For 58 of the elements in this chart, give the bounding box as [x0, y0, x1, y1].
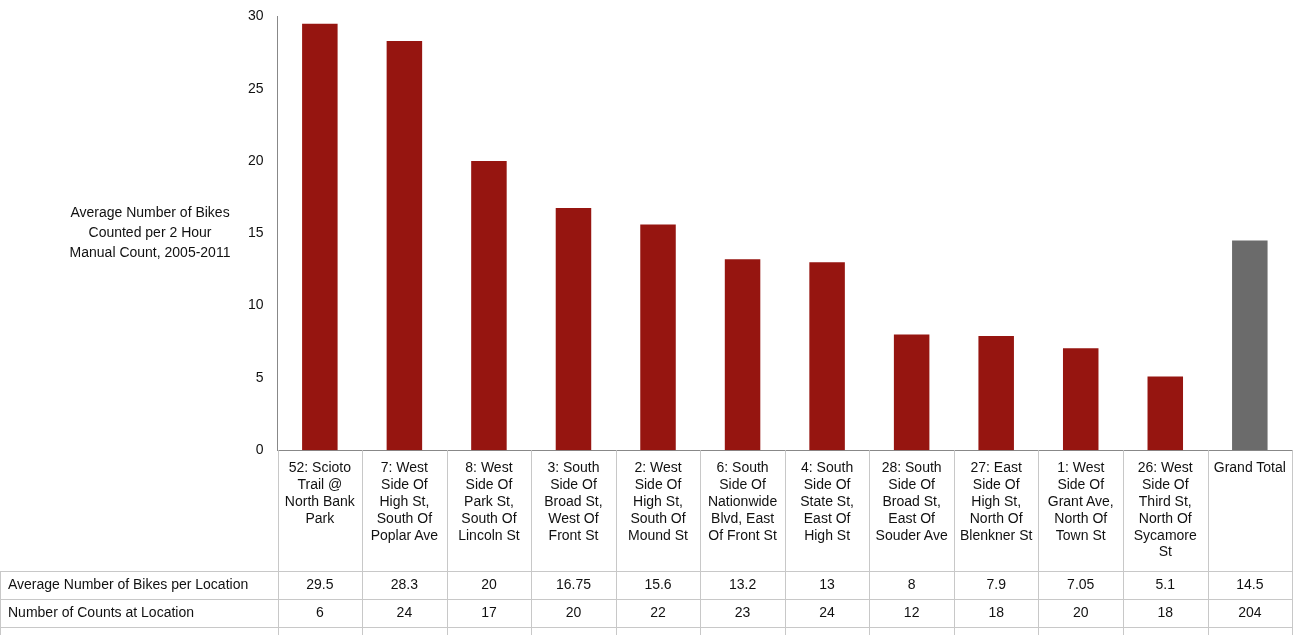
x-tick-label: 26: West Side Of Third St, North Of Sycamore St: [1133, 459, 1197, 560]
text: 17: [481, 603, 497, 620]
data-label: 8: [907, 575, 916, 592]
bar: [1232, 240, 1268, 451]
bar: [302, 23, 338, 451]
text: Number of Counts at Location: [8, 603, 194, 620]
text: 12: [903, 603, 920, 620]
x-tick-label: 28: South Side Of Broad St, East Of Souder Ave: [875, 459, 948, 543]
text: Average Number of Bikes per Location: [8, 575, 249, 592]
x-tick-label: 27: East Side Of High St, North Of Blenkner St: [960, 459, 1033, 543]
x-tick-label: 2: West Side Of High St, South Of Mound St: [628, 459, 689, 543]
bar: [1147, 376, 1184, 451]
x-tick-label: 8: West Side Of Park St, South Of Lincoln St: [458, 459, 520, 543]
text: 18: [1157, 603, 1174, 620]
x-tick-label: 6: South Side Of Nationwide Blvd, East Of Front St: [707, 459, 778, 543]
x-tick-label: Grand Total: [1213, 459, 1286, 476]
text: 23: [734, 603, 751, 620]
x-tick-label: 4: South Side Of State St, East Of High St: [800, 459, 854, 543]
text: 24: [819, 603, 836, 620]
x-tick-label: 1: West Side Of Grant Ave, North Of Town St: [1047, 459, 1114, 543]
bar: [893, 334, 930, 451]
data-label: 15.6: [644, 575, 672, 592]
text: 20: [565, 603, 582, 620]
y-tick-label: 0: [255, 441, 264, 458]
text: 20: [1072, 603, 1089, 620]
data-label: 7.05: [1067, 575, 1095, 592]
x-tick-label: 3: South Side Of Broad St, West Of Front St: [544, 459, 603, 543]
y-tick-label: 15: [247, 224, 264, 241]
y-tick-label: 25: [247, 79, 264, 96]
x-tick-label: 7: West Side Of High St, South Of Poplar Ave: [370, 459, 439, 543]
y-tick-label: 30: [247, 7, 264, 24]
bar: [640, 224, 676, 451]
data-label: 13.2: [728, 575, 757, 592]
bar: [386, 40, 423, 451]
text: 204: [1238, 603, 1262, 620]
y-tick-label: 5: [255, 368, 264, 385]
data-label: 20: [481, 575, 497, 592]
text: 22: [650, 603, 667, 620]
data-label: 14.5: [1236, 575, 1264, 592]
data-label: 7.9: [986, 575, 1007, 592]
data-label: 5.1: [1155, 575, 1176, 592]
y-tick-label: 20: [247, 151, 264, 168]
bar: [978, 335, 1014, 451]
data-label: 29.5: [306, 575, 334, 592]
data-label: 16.75: [555, 575, 592, 592]
data-label: 28.3: [390, 575, 419, 592]
bar: [809, 262, 845, 451]
bar: [555, 208, 592, 451]
text: 24: [396, 603, 413, 620]
data-label: 13: [819, 575, 836, 592]
text: 6: [315, 603, 324, 620]
y-tick-label: 10: [247, 296, 264, 313]
x-tick-label: 52: Scioto Trail @ North Bank Park: [284, 459, 356, 526]
y-axis-title: Average Number of Bikes Counted per 2 Hour Manual Count, 2005-2011: [69, 204, 231, 261]
bar: [1062, 348, 1099, 451]
bar: [724, 259, 761, 451]
bar: [471, 161, 507, 451]
text: 18: [988, 603, 1005, 620]
